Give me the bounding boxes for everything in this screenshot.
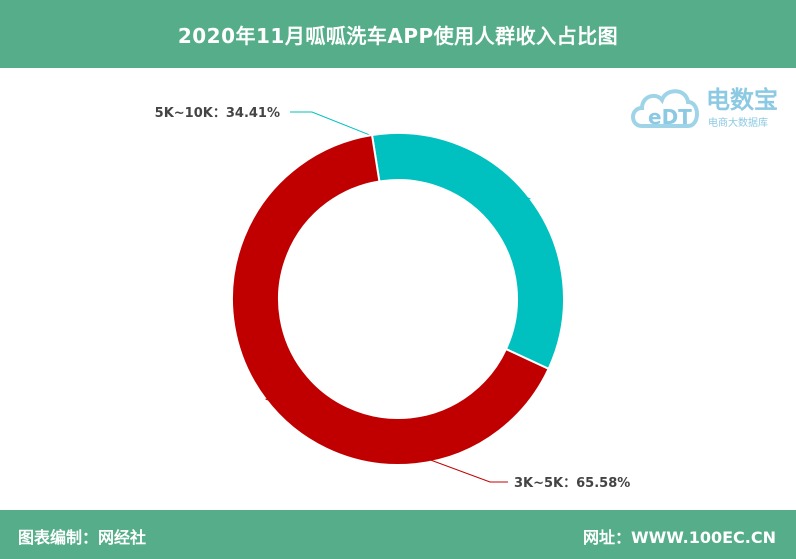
slice-data-label: 3K~5K：65.58% <box>514 476 630 491</box>
edt-watermark-logo: eDT 电数宝 电商大数据库 <box>628 74 788 136</box>
logo-text: eDT <box>648 105 692 129</box>
watermark-brand: 电数宝 <box>706 86 778 114</box>
chart-footer: 图表编制：网经社 网址：WWW.100EC.CN <box>0 510 796 559</box>
cloud-logo-icon: eDT 电数宝 电商大数据库 <box>631 86 778 129</box>
footer-website: 网址：WWW.100EC.CN <box>582 528 776 547</box>
chart-title: 2020年11月呱呱洗车APP使用人群收入占比图 <box>177 23 619 48</box>
donut-chart: 5K~10K：34.41% 3K~5K：65.58% <box>155 106 631 491</box>
leader-line <box>265 398 508 483</box>
leader-line <box>290 111 531 200</box>
chart-header: 2020年11月呱呱洗车APP使用人群收入占比图 <box>0 0 796 68</box>
chart-area: 5K~10K：34.41% 3K~5K：65.58% <box>0 68 796 510</box>
watermark-subtitle: 电商大数据库 <box>708 116 768 129</box>
donut-slice-5k-10k <box>370 132 565 371</box>
donut-slice-3k-5k <box>231 133 550 466</box>
footer-source: 图表编制：网经社 <box>18 528 147 547</box>
slice-data-label: 5K~10K：34.41% <box>155 106 280 121</box>
